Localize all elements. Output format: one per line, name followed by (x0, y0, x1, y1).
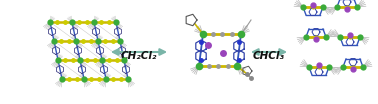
Text: CH₂Cl₂: CH₂Cl₂ (121, 51, 157, 61)
Text: CHCl₃: CHCl₃ (253, 51, 285, 61)
